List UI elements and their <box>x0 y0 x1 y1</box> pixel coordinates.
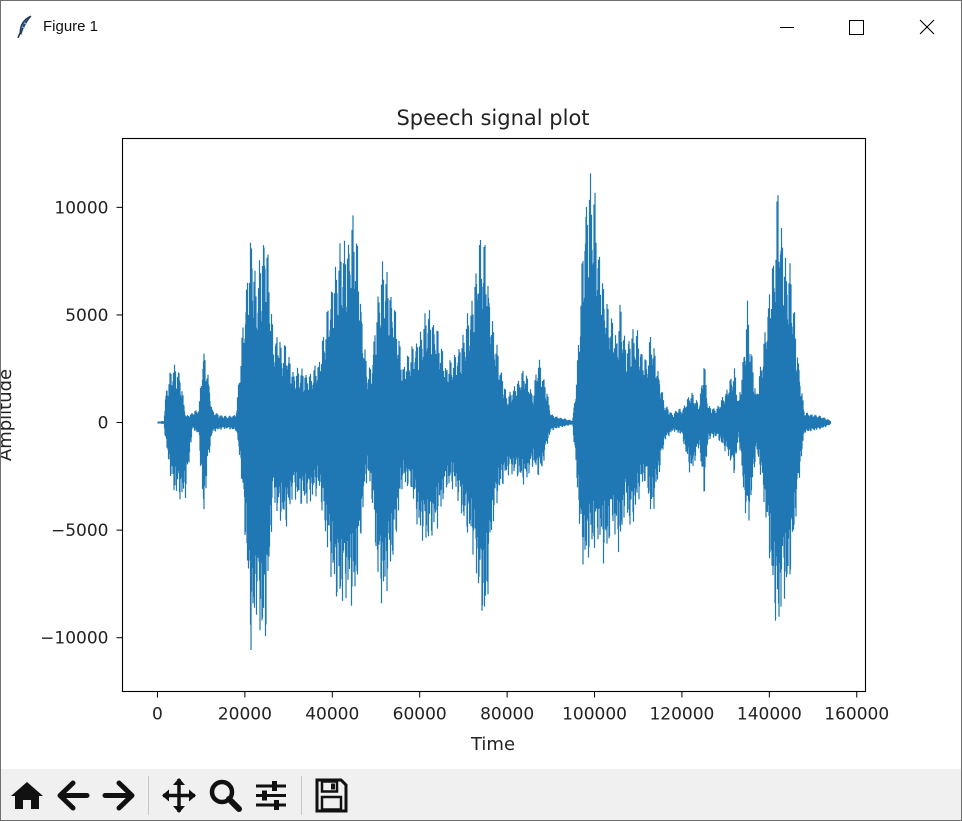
x-tick-label: 20000 <box>218 705 272 725</box>
x-tick-label: 100000 <box>562 705 627 725</box>
x-tick-label: 60000 <box>393 705 447 725</box>
home-button[interactable] <box>7 775 47 816</box>
y-tick-label: −10000 <box>40 629 108 649</box>
title-bar[interactable]: Figure 1 <box>1 1 961 55</box>
x-tick-label: 140000 <box>737 705 802 725</box>
back-button[interactable] <box>53 775 93 816</box>
y-tick-label: 10000 <box>54 198 108 218</box>
x-tick-label: 40000 <box>305 705 359 725</box>
figure-canvas[interactable]: Speech signal plot 0 20000 40000 60000 80000… <box>1 55 961 769</box>
x-tick-label: 0 <box>152 705 163 725</box>
toolbar-separator <box>148 776 149 815</box>
home-icon <box>11 782 43 809</box>
configure-subplots-button[interactable] <box>251 775 291 816</box>
pan-button[interactable] <box>159 775 199 816</box>
x-axis: 0 20000 40000 60000 80000 100000 120000 140000 1… <box>152 691 889 725</box>
speech-signal-chart[interactable]: Speech signal plot 0 20000 40000 60000 80000… <box>1 55 961 769</box>
feather-icon <box>17 15 32 39</box>
zoom-button[interactable] <box>205 775 245 816</box>
navigation-toolbar <box>1 769 961 820</box>
maximize-icon <box>849 20 864 35</box>
close-button[interactable] <box>903 5 949 49</box>
axes-frame <box>121 137 867 693</box>
configure-subplots-icon <box>256 781 286 810</box>
forward-button[interactable] <box>99 775 139 816</box>
y-axis: −10000 −5000 0 5000 10000 <box>40 198 123 649</box>
x-tick-label: 120000 <box>649 705 714 725</box>
x-tick-label: 160000 <box>824 705 889 725</box>
speech-signal-line <box>157 173 832 650</box>
zoom-icon <box>209 779 242 812</box>
y-tick-label: 0 <box>98 414 109 434</box>
pan-icon <box>162 778 196 813</box>
window-title: Figure 1 <box>43 18 99 35</box>
maximize-button[interactable] <box>833 5 879 49</box>
close-icon <box>919 19 935 35</box>
minimize-icon <box>780 27 794 28</box>
save-icon <box>315 778 348 813</box>
toolbar-separator <box>301 776 302 815</box>
chart-title: Speech signal plot <box>396 106 589 130</box>
x-axis-label: Time <box>470 734 515 755</box>
minimize-button[interactable] <box>763 5 809 49</box>
save-button[interactable] <box>311 775 351 816</box>
forward-arrow-icon <box>102 780 135 811</box>
signal-layer <box>157 173 832 650</box>
y-tick-label: −5000 <box>51 521 109 541</box>
y-tick-label: 5000 <box>65 306 108 326</box>
x-tick-label: 80000 <box>480 705 534 725</box>
y-axis-label: Amplitude <box>1 369 16 461</box>
back-arrow-icon <box>57 780 90 811</box>
